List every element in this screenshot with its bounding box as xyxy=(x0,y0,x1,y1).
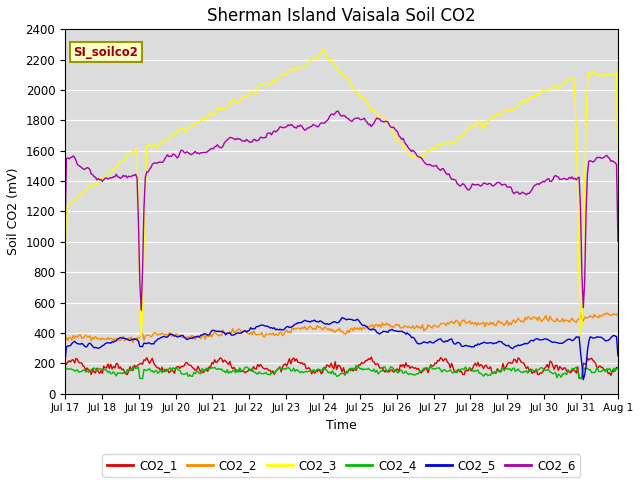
CO2_3 xyxy=(138,336,145,342)
CO2_1 xyxy=(241,370,249,376)
CO2_5 xyxy=(127,336,135,342)
CO2_2 xyxy=(461,320,469,325)
CO2_1 xyxy=(575,375,583,381)
CO2_3 xyxy=(127,151,135,157)
Line: CO2_5: CO2_5 xyxy=(65,318,618,380)
CO2_6 xyxy=(466,186,474,192)
CO2_1 xyxy=(410,365,418,371)
CO2_6 xyxy=(614,239,622,244)
CO2_6 xyxy=(412,150,419,156)
Y-axis label: Soil CO2 (mV): Soil CO2 (mV) xyxy=(7,168,20,255)
CO2_2 xyxy=(129,340,137,346)
X-axis label: Time: Time xyxy=(326,419,357,432)
CO2_5 xyxy=(339,315,346,321)
CO2_4 xyxy=(127,367,135,373)
CO2_6 xyxy=(127,174,135,180)
CO2_4 xyxy=(136,375,143,381)
CO2_1 xyxy=(280,362,288,368)
CO2_4 xyxy=(243,364,250,370)
CO2_4 xyxy=(282,367,289,372)
CO2_2 xyxy=(61,336,69,342)
CO2_3 xyxy=(466,126,474,132)
CO2_5 xyxy=(241,328,249,334)
CO2_2 xyxy=(282,329,289,335)
CO2_2 xyxy=(614,311,622,316)
Line: CO2_3: CO2_3 xyxy=(65,49,618,339)
CO2_6 xyxy=(61,233,69,239)
CO2_1 xyxy=(127,367,135,372)
CO2_5 xyxy=(280,327,288,333)
CO2_3 xyxy=(412,154,419,160)
CO2_4 xyxy=(352,362,360,368)
Title: Sherman Island Vaisala Soil CO2: Sherman Island Vaisala Soil CO2 xyxy=(207,7,476,25)
Line: CO2_6: CO2_6 xyxy=(65,111,618,310)
Legend: CO2_1, CO2_2, CO2_3, CO2_4, CO2_5, CO2_6: CO2_1, CO2_2, CO2_3, CO2_4, CO2_5, CO2_6 xyxy=(102,454,580,477)
CO2_3 xyxy=(614,176,622,181)
CO2_6 xyxy=(243,137,250,143)
CO2_3 xyxy=(61,266,69,272)
Line: CO2_4: CO2_4 xyxy=(65,365,618,378)
CO2_1 xyxy=(465,368,472,374)
CO2_1 xyxy=(614,365,622,371)
CO2_4 xyxy=(466,366,474,372)
CO2_2 xyxy=(127,334,135,340)
CO2_6 xyxy=(138,307,145,313)
CO2_2 xyxy=(603,310,611,316)
CO2_5 xyxy=(410,336,418,341)
CO2_5 xyxy=(61,360,69,366)
CO2_2 xyxy=(410,326,418,332)
Line: CO2_1: CO2_1 xyxy=(65,357,618,378)
CO2_3 xyxy=(463,127,470,132)
Text: SI_soilco2: SI_soilco2 xyxy=(73,46,138,59)
CO2_3 xyxy=(282,72,289,77)
CO2_2 xyxy=(465,320,472,325)
CO2_5 xyxy=(461,343,469,348)
CO2_1 xyxy=(461,368,469,373)
CO2_4 xyxy=(412,372,419,378)
CO2_6 xyxy=(334,108,342,114)
CO2_3 xyxy=(319,47,326,52)
CO2_5 xyxy=(579,377,587,383)
CO2_2 xyxy=(243,329,250,335)
CO2_4 xyxy=(61,366,69,372)
CO2_6 xyxy=(282,124,289,130)
CO2_4 xyxy=(614,366,622,372)
CO2_1 xyxy=(61,359,69,364)
CO2_3 xyxy=(243,93,250,98)
CO2_6 xyxy=(463,186,470,192)
CO2_4 xyxy=(463,367,470,372)
CO2_5 xyxy=(465,343,472,349)
CO2_5 xyxy=(614,353,622,359)
CO2_1 xyxy=(367,354,375,360)
Line: CO2_2: CO2_2 xyxy=(65,313,618,343)
